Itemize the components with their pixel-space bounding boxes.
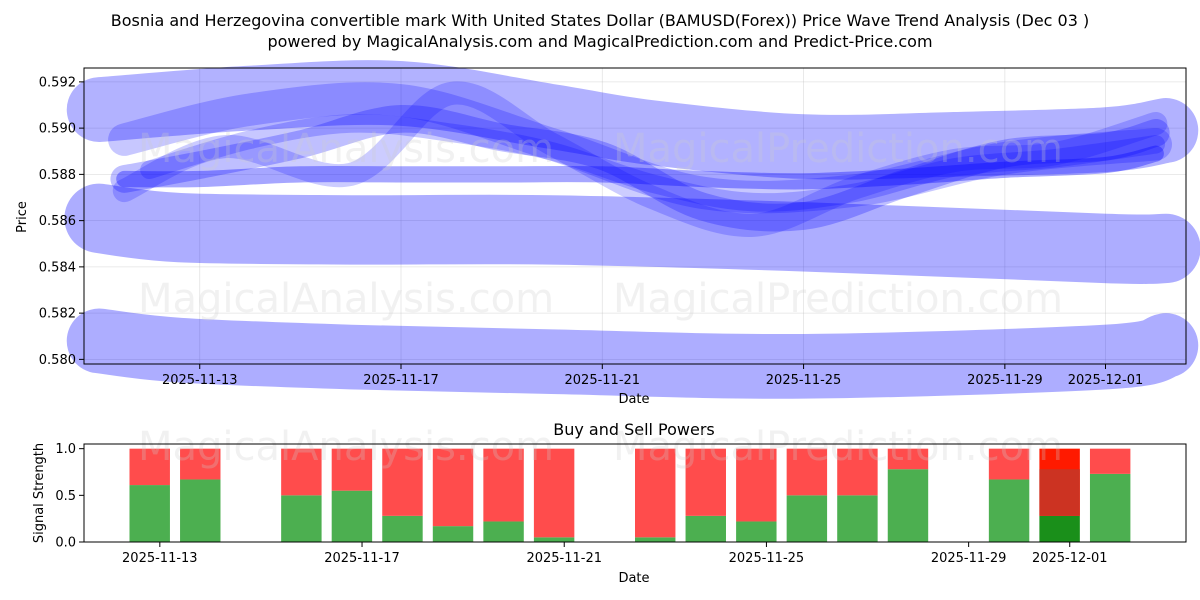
buy-sell-y-axis-label: Signal Strength <box>32 443 47 543</box>
price-x-axis-label: Date <box>618 392 649 407</box>
sell-bar <box>635 448 676 538</box>
buy-sell-x-tick-label: 2025-12-01 <box>1032 551 1108 566</box>
price-y-tick-label: 0.590 <box>39 122 76 137</box>
buy-bar <box>1089 473 1131 542</box>
price-wave-band-4 <box>110 105 1170 232</box>
buy-bar <box>988 479 1030 542</box>
buy-sell-x-axis-label: Date <box>618 571 649 586</box>
price-plot-background <box>84 68 1186 364</box>
buy-bar <box>533 537 575 542</box>
buy-sell-title: Buy and Sell Powers <box>553 420 715 439</box>
buy-bar <box>685 515 726 542</box>
price-y-tick-label: 0.584 <box>39 260 76 275</box>
buy-sell-x-tick-label: 2025-11-13 <box>122 551 198 566</box>
sell-bar <box>685 448 726 516</box>
price-wave-panel: MagicalAnalysis.com MagicalPrediction.co… <box>15 60 1200 407</box>
sell-bar <box>129 448 170 486</box>
price-y-axis-label: Price <box>15 201 30 233</box>
buy-bar <box>483 521 524 542</box>
sell-bar <box>382 448 423 516</box>
sell-bar <box>533 448 575 538</box>
chart-title-line1: Bosnia and Herzegovina convertible mark … <box>111 11 1089 30</box>
sell-bar <box>887 448 929 470</box>
sell-bar <box>736 448 777 522</box>
buy-sell-x-tick-label: 2025-11-17 <box>324 551 400 566</box>
price-x-tick-label: 2025-11-21 <box>565 373 641 388</box>
price-x-tick-label: 2025-11-13 <box>162 373 238 388</box>
watermark-top-4: MagicalPrediction.com <box>613 276 1063 322</box>
watermark-top-1: MagicalAnalysis.com <box>138 126 554 172</box>
buy-bar <box>837 495 878 542</box>
buy-bar <box>736 521 777 542</box>
price-wave-band-7 <box>140 114 1166 212</box>
buy-sell-x-tick-label: 2025-11-21 <box>526 551 602 566</box>
price-y-tick-label: 0.580 <box>39 353 76 368</box>
buy-sell-bars <box>129 448 1131 542</box>
chart-title-line2: powered by MagicalAnalysis.com and Magic… <box>267 32 932 51</box>
buy-sell-panel: Buy and Sell Powers MagicalAnalysis.com … <box>32 420 1187 586</box>
sell-bar <box>180 448 221 480</box>
sell-bar-overlay <box>1039 469 1080 516</box>
buy-bar <box>432 526 474 542</box>
sell-bar <box>837 448 878 496</box>
buy-bar <box>635 537 676 542</box>
sell-bar <box>281 448 322 496</box>
price-x-tick-label: 2025-12-01 <box>1068 373 1144 388</box>
sell-bar <box>432 448 474 527</box>
buy-sell-plot-frame <box>83 443 1187 543</box>
sell-bar <box>786 448 828 496</box>
price-wave-band-1 <box>64 183 1200 284</box>
price-y-tick-label: 0.588 <box>39 168 76 183</box>
sell-bar <box>331 448 373 491</box>
buy-bar <box>180 479 221 542</box>
price-wave-bands <box>64 60 1200 399</box>
price-axes: 0.580 0.582 0.584 0.586 0.588 0.590 0.592 2025-… <box>39 75 1143 388</box>
price-wave-band-2 <box>66 60 1199 180</box>
buy-sell-x-tick-label: 2025-11-29 <box>931 551 1007 566</box>
buy-bar <box>129 485 170 542</box>
watermark-bottom-2: MagicalPrediction.com <box>613 424 1063 470</box>
buy-bar <box>382 515 423 542</box>
watermark-bottom-1: MagicalAnalysis.com <box>138 424 554 470</box>
buy-bar <box>331 490 373 542</box>
price-wave-band-6 <box>116 145 1164 190</box>
price-y-tick-label: 0.582 <box>39 307 76 322</box>
buy-sell-axes: 0.0 0.5 1.0 2025-11-13 2025-11-17 2025-11-21 2… <box>55 442 1107 566</box>
price-x-tick-label: 2025-11-17 <box>363 373 439 388</box>
buy-bar <box>281 495 322 542</box>
price-wave-band-5 <box>112 81 1168 237</box>
buy-sell-x-tick-label: 2025-11-25 <box>729 551 805 566</box>
buy-bar <box>1039 515 1080 542</box>
watermark-top-3: MagicalAnalysis.com <box>138 276 554 322</box>
watermark-top-2: MagicalPrediction.com <box>613 126 1063 172</box>
buy-sell-y-tick-label: 1.0 <box>55 442 76 457</box>
price-x-tick-label: 2025-11-29 <box>967 373 1043 388</box>
buy-sell-y-tick-label: 0.5 <box>55 489 76 504</box>
price-wave-band-3 <box>108 82 1172 214</box>
price-y-tick-label: 0.586 <box>39 214 76 229</box>
sell-bar <box>988 448 1030 480</box>
price-plot-frame <box>83 67 1187 365</box>
buy-bar <box>887 469 929 542</box>
buy-bar <box>786 495 828 542</box>
buy-sell-y-tick-label: 0.0 <box>55 536 76 551</box>
price-grid <box>84 68 1186 364</box>
price-x-tick-label: 2025-11-25 <box>766 373 842 388</box>
price-y-tick-label: 0.592 <box>39 75 76 90</box>
sell-bar <box>1089 448 1131 474</box>
price-wave-band-0 <box>66 308 1199 399</box>
sell-bar <box>483 448 524 522</box>
